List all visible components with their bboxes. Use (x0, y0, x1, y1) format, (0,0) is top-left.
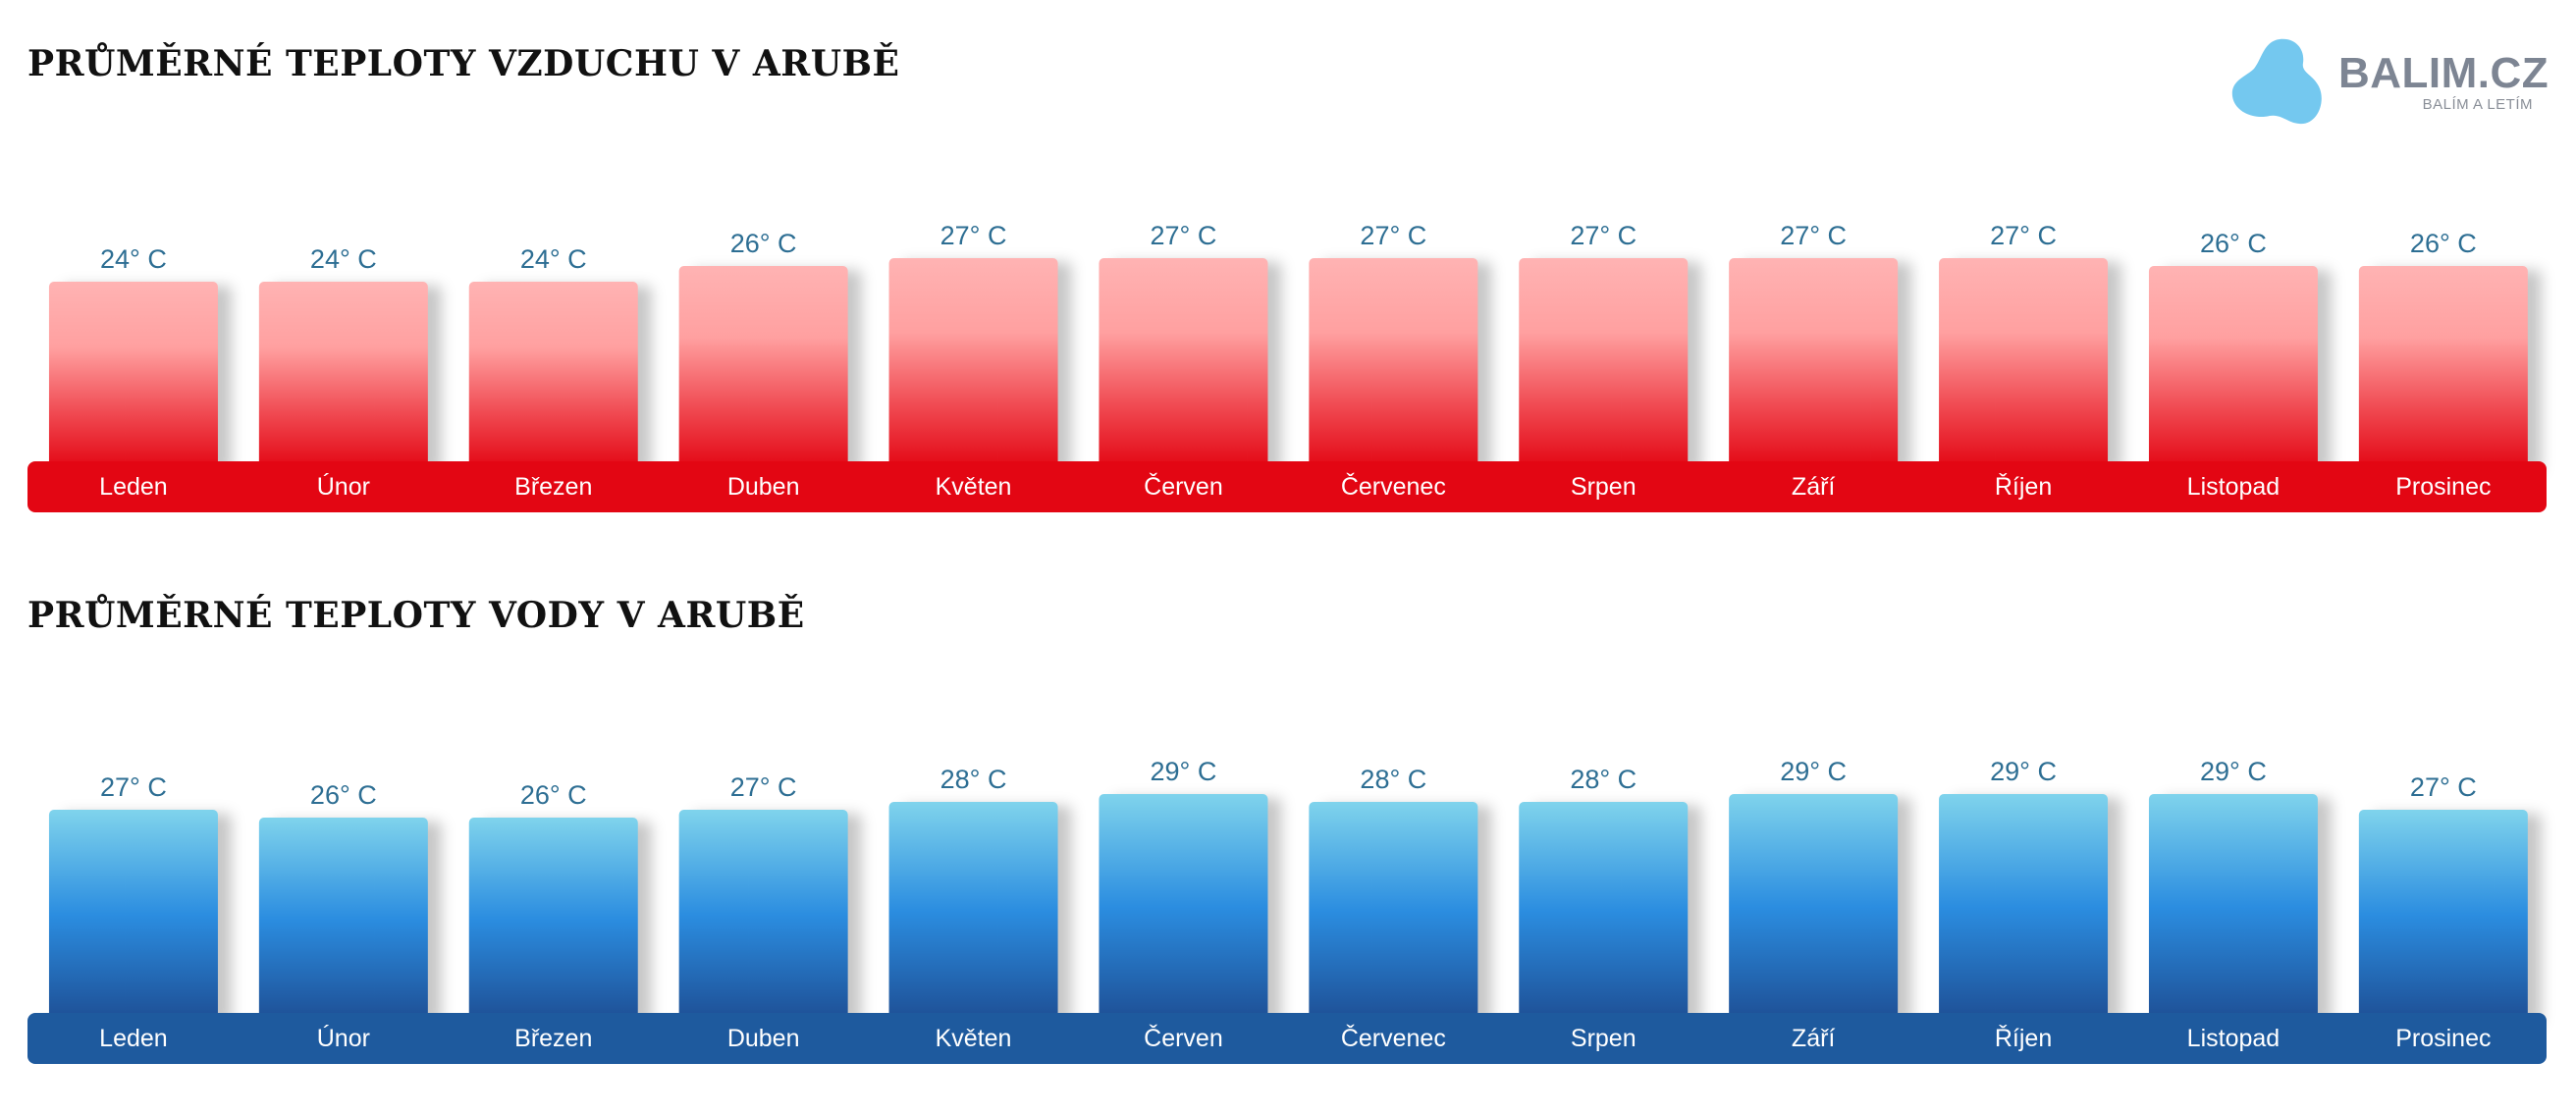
water-value-label: 29° C (1151, 757, 1217, 786)
air-temperature-chart: 24° C 24° C 24° C 26° C 27° C 27° C 27° C 27° C… (27, 221, 2547, 512)
water-month-label: Říjen (1995, 1024, 2052, 1052)
air-value-label: 24° C (520, 244, 587, 274)
air-month-label: Červen (1144, 472, 1223, 501)
air-value-label: 24° C (310, 244, 377, 274)
water-month-label: Listopad (2187, 1025, 2281, 1052)
air-month-label: Srpen (1571, 473, 1637, 501)
air-month-label: Květen (936, 473, 1012, 501)
air-value-label: 26° C (2410, 229, 2477, 258)
air-value-label: 24° C (100, 244, 167, 274)
water-temperature-chart: 27° C 26° C 26° C 27° C 28° C 29° C 28° C 28° C… (27, 757, 2547, 1064)
water-value-label: 28° C (1360, 765, 1426, 794)
water-bar-prosinec (2358, 810, 2528, 1021)
water-chart-title: PRŮMĚRNÉ TEPLOTY VODY V ARUBĚ (27, 595, 805, 636)
water-value-label: 27° C (2410, 772, 2477, 802)
air-month-label: Červenec (1341, 472, 1446, 501)
air-month-label: Březen (514, 473, 592, 501)
air-chart-title: PRŮMĚRNÉ TEPLOTY VZDUCHU V ARUBĚ (27, 43, 900, 84)
air-value-label: 27° C (1570, 221, 1637, 250)
air-value-label: 27° C (1360, 221, 1426, 250)
air-bar-duben (678, 266, 848, 469)
logo-tagline: BALÍM A LETÍM (2422, 96, 2533, 113)
air-month-label: Prosinec (2395, 473, 2491, 501)
air-value-label: 27° C (1151, 221, 1217, 250)
water-month-label: Prosinec (2395, 1025, 2491, 1052)
air-base-band (27, 461, 2547, 512)
air-value-label: 26° C (2200, 229, 2267, 258)
water-value-label: 27° C (100, 772, 167, 802)
water-bar-srpen (1519, 802, 1689, 1021)
water-bar-únor (258, 818, 428, 1021)
logo-name: BALIM.CZ (2338, 49, 2549, 97)
water-month-label: Březen (514, 1025, 592, 1052)
water-value-label: 28° C (940, 765, 1007, 794)
water-month-label: Červenec (1341, 1024, 1446, 1052)
water-value-label: 29° C (1780, 757, 1847, 786)
water-bar-leden (48, 810, 218, 1021)
water-month-label: Červen (1144, 1024, 1223, 1052)
water-value-label: 26° C (520, 780, 587, 810)
water-bar-duben (678, 810, 848, 1021)
water-bar-říjen (1939, 794, 2109, 1021)
water-value-label: 26° C (310, 780, 377, 810)
air-bar-září (1729, 258, 1899, 469)
water-bar-květen (888, 802, 1058, 1021)
air-month-label: Říjen (1995, 472, 2052, 501)
air-bar-říjen (1939, 258, 2109, 469)
water-month-label: Květen (936, 1025, 1012, 1052)
air-month-label: Listopad (2187, 473, 2281, 501)
water-month-label: Duben (727, 1025, 800, 1052)
air-bar-květen (888, 258, 1058, 469)
air-bar-srpen (1519, 258, 1689, 469)
air-bar-březen (468, 282, 638, 469)
air-month-label: Duben (727, 473, 800, 501)
water-bar-listopad (2148, 794, 2318, 1021)
air-month-label: Únor (317, 472, 370, 501)
water-month-label: Srpen (1571, 1025, 1637, 1052)
air-bar-červen (1099, 258, 1268, 469)
water-bar-červenec (1309, 802, 1478, 1021)
air-value-label: 27° C (1780, 221, 1847, 250)
water-value-label: 28° C (1570, 765, 1637, 794)
air-bar-prosinec (2358, 266, 2528, 469)
water-month-label: Leden (99, 1025, 168, 1052)
air-bar-červenec (1309, 258, 1478, 469)
water-value-label: 27° C (730, 772, 797, 802)
air-month-label: Leden (99, 473, 168, 501)
air-value-label: 27° C (940, 221, 1007, 250)
air-bar-leden (48, 282, 218, 469)
water-base-band (27, 1013, 2547, 1064)
water-bar-září (1729, 794, 1899, 1021)
water-value-label: 29° C (2200, 757, 2267, 786)
air-bar-únor (258, 282, 428, 469)
air-month-label: Září (1792, 473, 1836, 501)
air-value-label: 26° C (730, 229, 797, 258)
water-value-label: 29° C (1990, 757, 2057, 786)
air-value-label: 27° C (1990, 221, 2057, 250)
water-bar-březen (468, 818, 638, 1021)
air-bar-listopad (2148, 266, 2318, 469)
balim-blob-icon (2231, 38, 2322, 125)
water-month-label: Únor (317, 1024, 370, 1052)
balim-logo[interactable]: BALIM.CZ BALÍM A LETÍM (2228, 35, 2549, 133)
water-month-label: Září (1792, 1025, 1836, 1052)
water-bar-červen (1099, 794, 1268, 1021)
